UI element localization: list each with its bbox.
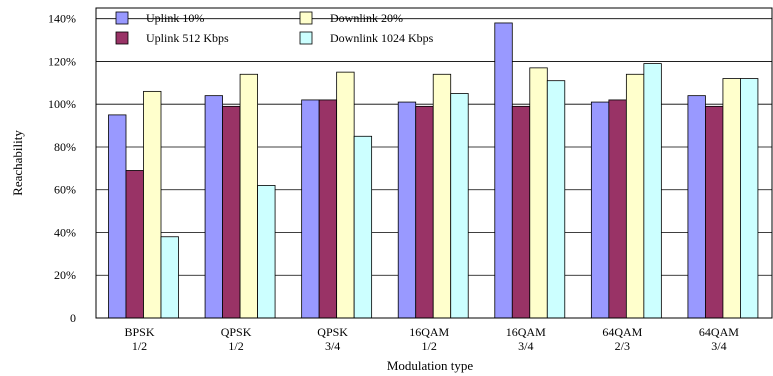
x-tick-label: 1/2 [422, 339, 437, 353]
y-axis-ticks: 0 20% 40% 60% 80% 100% 120% 140% [48, 12, 76, 325]
bar [239, 73, 258, 319]
x-tick-label: 1/2 [228, 339, 243, 353]
x-axis-categories: BPSK1/2QPSK1/2QPSK3/416QAM1/216QAM3/464Q… [124, 325, 739, 353]
legend-swatch [299, 31, 313, 45]
x-tick-label: QPSK [221, 325, 252, 339]
bar [397, 101, 417, 319]
bar [590, 101, 610, 319]
bar [301, 99, 320, 319]
bar [740, 78, 759, 319]
x-tick-label: QPSK [317, 325, 348, 339]
legend-label: Uplink 10% [146, 11, 204, 25]
bar [546, 80, 566, 319]
plot-area-frame [95, 7, 773, 319]
x-tick-label: BPSK [124, 325, 154, 339]
x-tick-label: 16QAM [506, 325, 546, 339]
legend-swatch [299, 11, 313, 25]
y-tick-label: 40% [54, 225, 76, 239]
bar [204, 95, 223, 319]
legend-swatch [115, 31, 129, 45]
x-tick-label: 2/3 [615, 339, 630, 353]
x-tick-label: 3/4 [711, 339, 726, 353]
x-tick-label: 64QAM [699, 325, 739, 339]
x-tick-label: 3/4 [325, 339, 340, 353]
x-tick-label: 3/4 [518, 339, 533, 353]
bar [432, 73, 452, 319]
legend-label: Uplink 512 Kbps [146, 31, 229, 45]
legend-swatch [115, 11, 129, 25]
bar [608, 99, 627, 319]
bar [336, 71, 355, 319]
bar [108, 114, 127, 319]
y-tick-label: 140% [48, 12, 76, 26]
bar [143, 90, 162, 319]
y-tick-label: 0 [70, 311, 76, 325]
bar [529, 67, 548, 319]
x-tick-label: 1/2 [132, 339, 147, 353]
y-tick-label: 20% [54, 268, 76, 282]
bar [415, 105, 434, 319]
y-tick-label: 60% [54, 183, 76, 197]
x-tick-label: 64QAM [602, 325, 642, 339]
legend-label: Downlink 20% [330, 11, 403, 25]
bars [108, 22, 759, 319]
y-tick-label: 120% [48, 54, 76, 68]
bar [511, 105, 531, 319]
bar [643, 63, 662, 319]
bar [625, 73, 645, 319]
legend-label: Downlink 1024 Kbps [330, 31, 434, 45]
bar [450, 93, 469, 319]
bar [353, 135, 373, 319]
bar [722, 78, 741, 319]
y-tick-label: 80% [54, 140, 76, 154]
bar [160, 236, 179, 319]
y-axis-title: Reachability [10, 130, 25, 196]
bar [257, 185, 276, 319]
y-tick-label: 100% [48, 97, 76, 111]
bar [125, 170, 144, 319]
x-axis-title: Modulation type [387, 358, 474, 373]
x-tick-label: 16QAM [409, 325, 449, 339]
bar [318, 99, 338, 319]
legend: Uplink 10% Uplink 512 Kbps Downlink 20% Dow… [115, 11, 434, 45]
bar [705, 105, 724, 319]
bar [494, 22, 513, 319]
bar [687, 95, 706, 319]
bar [222, 105, 241, 319]
